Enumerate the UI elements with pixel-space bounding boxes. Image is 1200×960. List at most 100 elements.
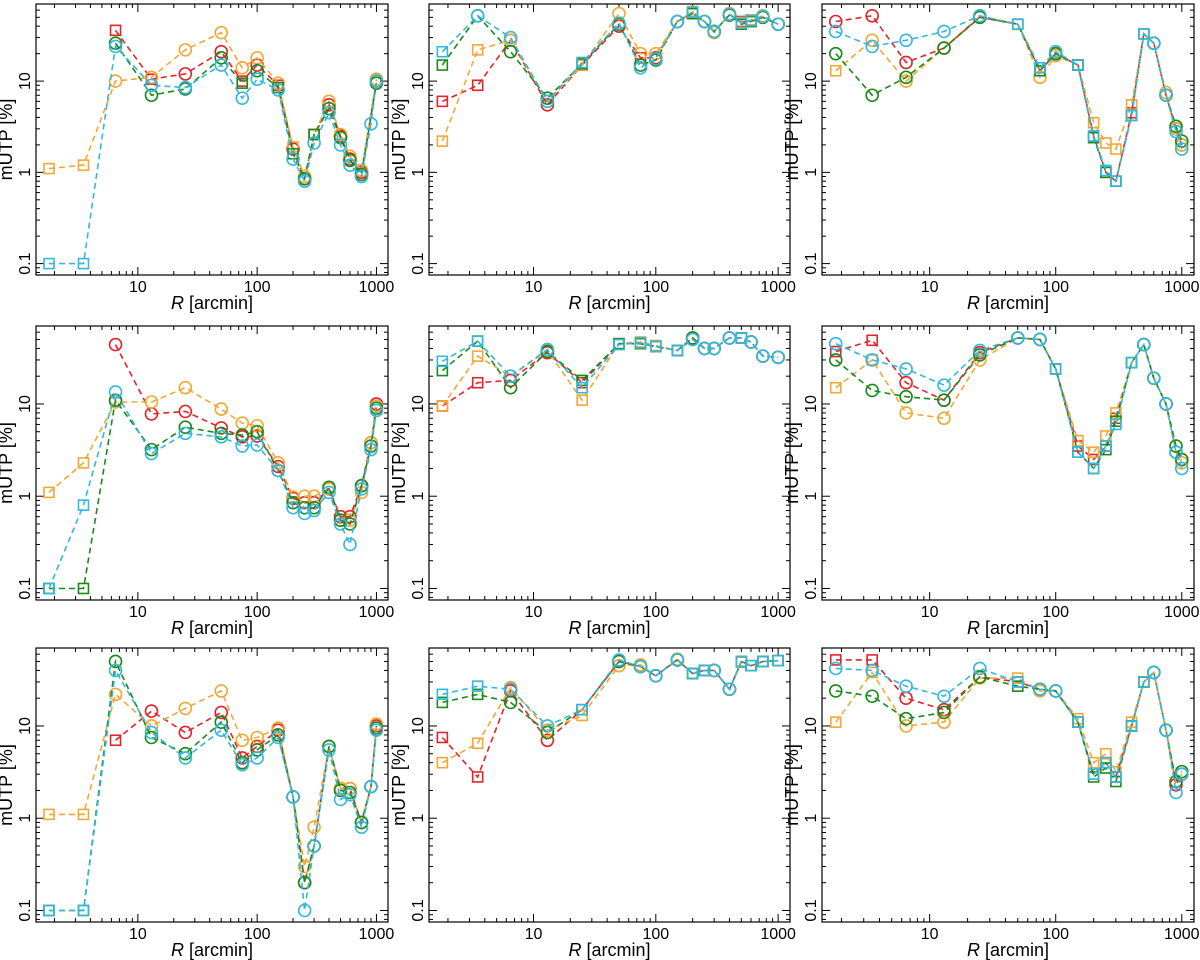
point-red	[829, 654, 842, 666]
series-group	[828, 654, 1189, 800]
series-line-green	[442, 658, 779, 734]
x-tick-label: 100	[1042, 604, 1069, 621]
y-tick-label: 1	[17, 492, 34, 501]
series-line-cyan	[442, 658, 779, 727]
point-orange	[108, 687, 123, 702]
point-cyan	[333, 517, 348, 531]
point-cyan	[297, 174, 312, 188]
point-cyan	[937, 378, 951, 392]
y-tick-label: 1	[803, 814, 820, 823]
series-line-cyan	[835, 14, 1183, 183]
point-cyan	[343, 787, 357, 802]
point-green	[250, 424, 264, 439]
point-cyan	[144, 725, 159, 740]
panel-1-1: 10 100 1000 0.1 1 10 R [arcmin] mUTP [%]	[0, 3, 394, 313]
point-cyan	[1169, 445, 1183, 460]
x-axis-label-unit: [arcmin]	[581, 618, 650, 638]
point-cyan	[722, 7, 737, 22]
series-line-orange	[49, 689, 378, 867]
x-tick-label: 1000	[359, 926, 395, 943]
point-cyan	[612, 653, 626, 667]
x-tick-label: 10	[921, 926, 939, 943]
point-cyan	[576, 56, 588, 69]
point-cyan	[1138, 676, 1150, 688]
point-cyan	[633, 60, 648, 75]
point-cyan	[214, 430, 229, 444]
x-axis-label-unit: [arcmin]	[184, 293, 253, 313]
point-green	[235, 428, 250, 442]
y-axis-label: mUTP [%]	[0, 744, 16, 826]
x-tick-label: 1000	[1164, 279, 1200, 296]
point-cyan	[369, 74, 384, 88]
point-cyan	[1169, 124, 1183, 139]
point-orange	[576, 394, 588, 406]
point-orange	[77, 808, 90, 821]
point-cyan	[144, 446, 159, 461]
point-cyan	[698, 664, 711, 677]
point-orange	[973, 353, 987, 367]
point-green	[828, 46, 843, 61]
y-tick-label: 1	[803, 492, 820, 501]
x-axis-label-unit: [arcmin]	[980, 293, 1049, 313]
point-cyan	[333, 138, 348, 152]
point-cyan	[471, 680, 484, 692]
point-cyan	[973, 8, 987, 23]
point-green	[865, 689, 879, 704]
series-group	[828, 331, 1189, 476]
axis-frame	[35, 647, 389, 923]
axis-frame	[821, 325, 1195, 601]
point-cyan	[1033, 332, 1047, 347]
point-cyan	[1174, 142, 1189, 156]
point-green	[865, 88, 879, 103]
point-cyan	[722, 682, 737, 697]
point-cyan	[1100, 440, 1112, 452]
point-orange	[436, 756, 449, 769]
y-tick-label: 0.1	[410, 577, 427, 599]
point-cyan	[250, 72, 264, 86]
y-tick-label: 1	[410, 492, 427, 501]
point-green	[343, 517, 357, 531]
point-cyan	[178, 426, 193, 441]
point-orange	[829, 381, 842, 394]
y-axis-label: mUTP [%]	[0, 99, 16, 181]
point-cyan	[108, 39, 123, 54]
point-cyan	[364, 779, 378, 794]
point-orange	[1087, 446, 1100, 459]
x-tick-label: 100	[1042, 279, 1069, 296]
point-cyan	[286, 790, 300, 804]
axis-frame	[821, 3, 1195, 276]
point-orange	[214, 402, 229, 416]
series-line-red	[835, 659, 1183, 788]
y-axis-label: mUTP [%]	[782, 422, 802, 504]
point-green	[828, 353, 843, 367]
x-axis-label: R [arcmin]	[967, 618, 1049, 638]
point-red	[178, 725, 193, 740]
point-cyan	[722, 331, 737, 345]
x-axis-label-unit: [arcmin]	[980, 940, 1049, 960]
point-green	[937, 393, 951, 407]
x-tick-label: 1000	[760, 279, 796, 296]
x-tick-label: 1000	[760, 604, 796, 621]
y-tick-label: 10	[803, 395, 820, 413]
point-cyan	[576, 381, 588, 394]
x-axis-label-symbol: R	[171, 940, 184, 960]
x-tick-label: 100	[642, 926, 669, 943]
y-tick-label: 10	[410, 395, 427, 413]
panel-3-1: 10 100 1000 0.1 1 10 R [arcmin] mUTP [%]	[0, 647, 395, 960]
point-cyan	[1072, 446, 1084, 459]
y-tick-label: 10	[410, 717, 427, 735]
point-cyan	[899, 362, 913, 376]
point-cyan	[471, 335, 484, 347]
x-axis-label-unit: [arcmin]	[184, 618, 253, 638]
series-group	[436, 331, 785, 412]
point-green	[973, 670, 987, 684]
point-cyan	[1110, 418, 1122, 431]
y-tick-label: 0.1	[410, 252, 427, 274]
point-cyan	[613, 338, 625, 351]
point-orange	[214, 25, 229, 40]
axis-ticks	[429, 647, 790, 922]
point-green	[214, 51, 229, 65]
y-tick-label: 0.1	[410, 899, 427, 921]
point-orange	[178, 380, 193, 395]
